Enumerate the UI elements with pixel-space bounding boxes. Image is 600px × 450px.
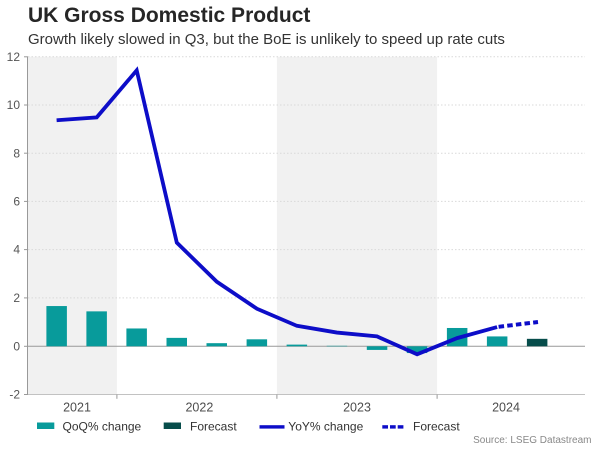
svg-text:4: 4 — [13, 243, 20, 257]
svg-text:-2: -2 — [9, 388, 20, 402]
svg-text:2: 2 — [13, 291, 20, 305]
svg-text:8: 8 — [13, 146, 20, 160]
svg-text:10: 10 — [7, 98, 21, 112]
svg-text:2022: 2022 — [185, 400, 213, 414]
svg-text:Forecast: Forecast — [190, 420, 237, 434]
svg-text:12: 12 — [7, 50, 21, 64]
svg-text:Forecast: Forecast — [413, 420, 460, 434]
svg-text:QoQ% change: QoQ% change — [63, 420, 142, 434]
svg-text:UK Gross Domestic Product: UK Gross Domestic Product — [28, 4, 310, 27]
svg-text:2024: 2024 — [492, 400, 520, 414]
svg-text:6: 6 — [13, 195, 20, 209]
svg-text:2021: 2021 — [63, 400, 91, 414]
svg-text:2023: 2023 — [343, 400, 371, 414]
svg-text:0: 0 — [13, 339, 20, 353]
svg-text:Growth likely slowed in Q3, bu: Growth likely slowed in Q3, but the BoE … — [28, 31, 505, 48]
svg-text:Source: LSEG Datastream: Source: LSEG Datastream — [473, 435, 591, 446]
svg-text:YoY% change: YoY% change — [288, 420, 363, 434]
